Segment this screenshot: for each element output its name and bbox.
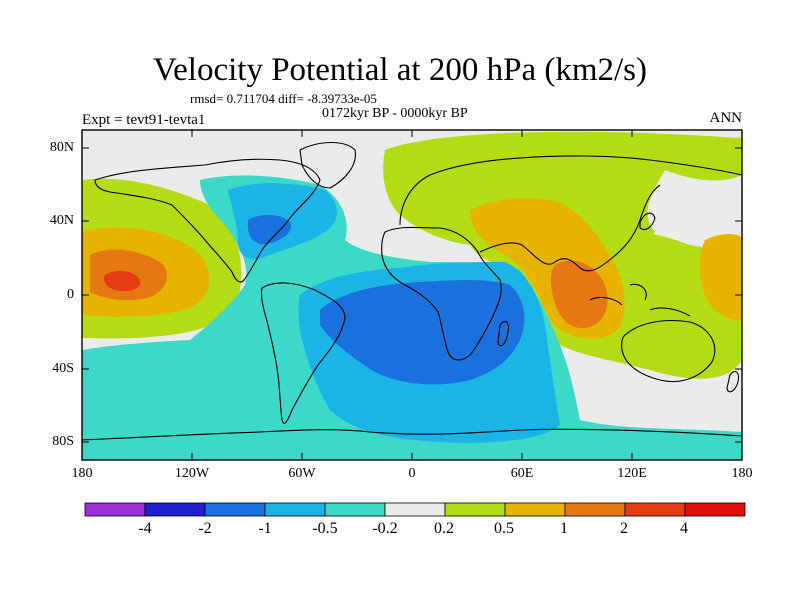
colorbar-label: -2: [198, 520, 212, 537]
x-tick-label-120w: 120W: [174, 466, 210, 481]
x-tick-label-180w: 180: [71, 466, 93, 481]
colorbar: [84, 502, 746, 517]
y-tick-label-80s: 80S: [52, 434, 74, 449]
colorbar-label: 0.5: [494, 520, 514, 537]
contour-negative-strong-northatlantic: [247, 214, 292, 245]
contour-positive-strong-maritime: [550, 260, 608, 329]
contour-positive-mid-east: [699, 234, 742, 321]
colorbar-label: -4: [138, 520, 152, 537]
colorbar-label: -0.2: [372, 520, 398, 537]
x-tick-label-180e: 180: [731, 466, 753, 481]
colorbar-label: 2: [620, 520, 628, 537]
contour-positive-peak-pacific: [104, 270, 141, 292]
coastline-maritime-continent: [589, 283, 691, 317]
coastline-greenland: [299, 141, 356, 189]
map-title: Velocity Potential at 200 hPa (km2/s): [152, 52, 648, 88]
coastline-new-zealand: [726, 370, 739, 393]
colorbar-swatch: [144, 502, 206, 517]
coastline-antarctica: [82, 428, 742, 441]
colorbar-swatch: [204, 502, 266, 517]
colorbar-swatch: [264, 502, 326, 517]
colorbar-swatch: [324, 502, 386, 517]
axis-ticks: [81, 130, 743, 460]
coastline-madagascar: [497, 320, 509, 347]
colorbar-label: 0.2: [434, 520, 454, 537]
coastline-north-america: [94, 158, 321, 283]
colorbar-swatch: [84, 502, 146, 517]
coastlines: [82, 141, 742, 441]
colorbar-swatch: [624, 502, 686, 517]
coastline-africa: [381, 226, 502, 361]
experiment-label: Expt = tevt91-tevta1: [82, 112, 206, 128]
x-tick-label-60w: 60W: [288, 466, 316, 481]
x-tick-label-0: 0: [408, 466, 416, 481]
colorbar-label: 4: [680, 520, 688, 537]
y-tick-label-80n: 80N: [49, 140, 74, 155]
y-tick-label-40s: 40S: [52, 361, 74, 376]
coastline-japan: [639, 212, 656, 231]
contour-negative-strong-southatlantic: [320, 280, 525, 385]
coastline-australia: [621, 319, 716, 383]
velocity-potential-field: [82, 130, 742, 460]
colorbar-label: -0.5: [312, 520, 338, 537]
colorbar-swatch: [504, 502, 566, 517]
y-tick-label-0: 0: [67, 287, 74, 302]
colorbar-label: -1: [258, 520, 272, 537]
rmsd-diff-stats: rmsd= 0.711704 diff= -8.39733e-05: [190, 91, 377, 106]
colorbar-swatch: [684, 502, 746, 517]
period-label: 0172kyr BP - 0000kyr BP: [322, 106, 468, 121]
x-tick-label-120e: 120E: [617, 466, 647, 481]
colorbar-label: 1: [560, 520, 568, 537]
y-tick-label-40n: 40N: [49, 213, 74, 228]
season-label: ANN: [709, 110, 743, 126]
x-tick-label-60e: 60E: [510, 466, 534, 481]
colorbar-swatch: [444, 502, 506, 517]
colorbar-swatch: [384, 502, 446, 517]
colorbar-swatch: [564, 502, 626, 517]
coastline-south-america: [260, 282, 346, 424]
coastline-eurasia: [399, 155, 742, 272]
